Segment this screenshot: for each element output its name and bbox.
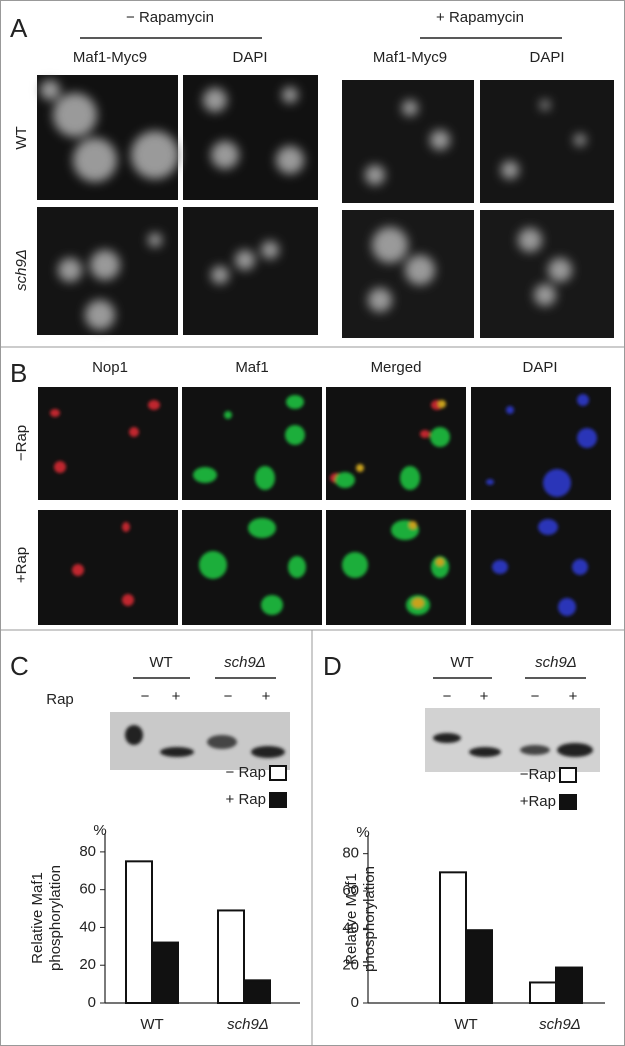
- column-label: Maf1-Myc9: [373, 49, 447, 66]
- sign: +: [262, 688, 271, 705]
- column-label: Merged: [371, 359, 422, 376]
- y-tick-label: 0: [88, 994, 96, 1011]
- legend-swatch: [269, 765, 287, 781]
- y-tick-label: 40: [79, 918, 96, 935]
- legend-label: + Rap: [226, 791, 266, 808]
- bar: [243, 979, 271, 1004]
- y-tick-label: 0: [351, 994, 359, 1011]
- micrographs: [38, 387, 611, 625]
- y-tick-label: 60: [342, 882, 359, 899]
- sign: +: [480, 688, 489, 705]
- western-blot: [110, 712, 290, 770]
- sign: −: [531, 688, 540, 705]
- bar: [151, 941, 179, 1004]
- condition: + Rapamycin: [436, 9, 524, 26]
- x-tick-label: sch9Δ: [539, 1016, 581, 1033]
- sign: −: [141, 688, 150, 705]
- legend-swatch: [559, 767, 577, 783]
- panel-label: A: [10, 13, 28, 43]
- legend-label: +Rap: [520, 793, 556, 810]
- y-tick-label: 20: [79, 956, 96, 973]
- western-blot: [425, 708, 600, 772]
- x-tick-label: WT: [454, 1016, 477, 1033]
- treatment-label: Rap: [46, 691, 74, 708]
- x-tick-label: sch9Δ: [227, 1016, 269, 1033]
- sign: −: [443, 688, 452, 705]
- y-tick-label: 80: [342, 845, 359, 862]
- panel-label: D: [323, 651, 342, 681]
- row-label: −Rap: [13, 425, 30, 461]
- condition: − Rapamycin: [126, 9, 214, 26]
- y-tick-label: 20: [342, 957, 359, 974]
- sign: +: [569, 688, 578, 705]
- lane-label: WT: [149, 654, 172, 671]
- column-label: Maf1-Myc9: [73, 49, 147, 66]
- lane-label: WT: [450, 654, 473, 671]
- legend-swatch: [269, 792, 287, 808]
- bar: [217, 909, 245, 1005]
- bar: [465, 929, 493, 1005]
- column-label: DAPI: [232, 49, 267, 66]
- sign: −: [224, 688, 233, 705]
- legend-swatch: [559, 794, 577, 810]
- bar: [529, 981, 557, 1005]
- y-unit: %: [356, 824, 369, 841]
- column-label: Nop1: [92, 359, 128, 376]
- y-axis-label: phosphorylation: [47, 865, 64, 971]
- y-tick-label: 80: [79, 843, 96, 860]
- column-label: DAPI: [529, 49, 564, 66]
- column-label: Maf1: [235, 359, 268, 376]
- row-label: +Rap: [13, 547, 30, 583]
- y-tick-label: 40: [342, 919, 359, 936]
- panel-label: C: [10, 651, 29, 681]
- y-axis-label: phosphorylation: [361, 866, 378, 972]
- lane-label: sch9Δ: [535, 654, 577, 671]
- lane-label: sch9Δ: [224, 654, 266, 671]
- row-label: sch9Δ: [13, 249, 30, 291]
- row-label: WT: [13, 126, 30, 149]
- y-axis-label: Relative Maf1: [29, 872, 46, 964]
- panel-label: B: [10, 358, 27, 388]
- micrographs: [37, 75, 614, 338]
- bar: [125, 860, 153, 1004]
- y-tick-label: 60: [79, 881, 96, 898]
- x-tick-label: WT: [140, 1016, 163, 1033]
- y-unit: %: [93, 822, 106, 839]
- bar: [439, 871, 467, 1004]
- legend-label: −Rap: [520, 766, 556, 783]
- legend-label: − Rap: [226, 764, 266, 781]
- column-label: DAPI: [522, 359, 557, 376]
- y-axis-label: Relative Maf1: [343, 873, 360, 965]
- bar: [555, 966, 583, 1004]
- sign: +: [172, 688, 181, 705]
